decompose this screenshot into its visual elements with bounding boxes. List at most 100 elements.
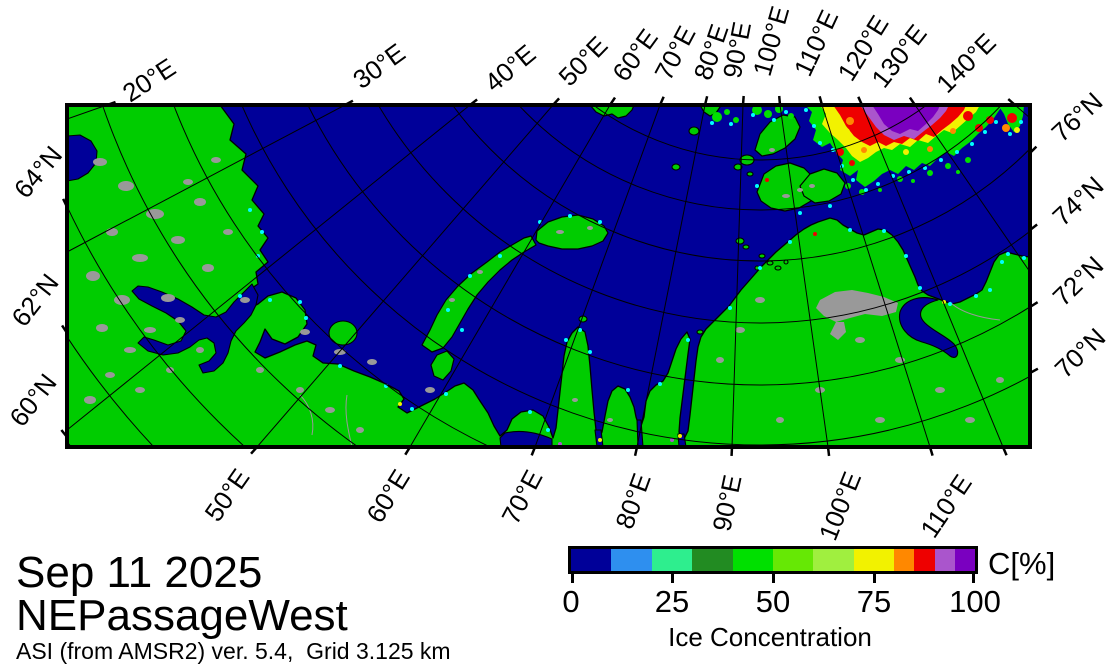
lake-nodata <box>240 297 250 303</box>
lake-nodata <box>965 417 975 423</box>
coast-fringe-dot <box>446 308 450 312</box>
graticule-parallel <box>518 105 1002 211</box>
lon-label-bottom: 80°E <box>609 469 657 533</box>
lon-tick-top <box>344 99 354 107</box>
ice-fringe-dot <box>955 150 959 154</box>
colorbar-tick <box>571 574 574 583</box>
lake-nodata <box>105 372 115 378</box>
ice-fringe-dot <box>907 170 911 174</box>
river-line <box>299 394 314 436</box>
coast-fringe-dot <box>588 350 592 354</box>
graticule-meridian <box>67 105 346 253</box>
ice-speck <box>975 124 983 132</box>
lon-label-bottom: 60°E <box>360 464 415 528</box>
island <box>774 265 782 271</box>
river-line <box>949 301 1001 321</box>
lake-nodata <box>755 297 765 303</box>
ice-speck <box>846 117 854 125</box>
ice-fringe-dot <box>864 188 868 192</box>
ice-speck <box>764 110 772 118</box>
coast-fringe-dot <box>1000 260 1004 264</box>
island <box>535 214 609 250</box>
lake-nodata <box>356 427 364 433</box>
lon-label-bottom: 90°E <box>706 472 747 534</box>
island <box>421 235 537 353</box>
ice-fringe-dot <box>876 182 880 186</box>
lake-nodata <box>96 324 108 332</box>
lake-nodata <box>769 148 775 152</box>
island <box>430 350 455 381</box>
ice-fringe-dot <box>751 113 755 117</box>
lat-label-right: 74°N <box>1047 170 1110 232</box>
lake-nodata <box>367 359 377 365</box>
ice-fringe-dot <box>923 166 927 170</box>
lon-label-bottom: 70°E <box>495 465 548 529</box>
colorbar-segment <box>571 549 612 571</box>
lake-nodata <box>132 254 148 262</box>
island <box>688 126 700 136</box>
graticule-meridian <box>861 105 1004 447</box>
coast-fringe-dot <box>338 364 342 368</box>
colorbar-tick <box>972 574 975 583</box>
island <box>766 260 774 266</box>
colorbar-tick-label: 75 <box>856 584 892 619</box>
lake-nodata <box>607 418 613 422</box>
coast-fringe-dot <box>410 407 414 411</box>
lake-nodata <box>325 407 335 413</box>
lat-label-left: 64°N <box>8 140 68 204</box>
lake-nodata <box>161 294 175 302</box>
lake-nodata <box>830 322 846 340</box>
colorbar-segment <box>853 549 895 571</box>
ice-speck <box>911 179 915 183</box>
lat-label-left: 62°N <box>5 268 64 332</box>
ice-speck <box>956 170 960 174</box>
river-line <box>345 394 353 447</box>
lon-tick-top <box>741 95 745 106</box>
coast-fringe-dot <box>918 286 922 290</box>
lake-nodata <box>716 357 724 363</box>
lake-nodata <box>587 226 593 230</box>
lake-nodata <box>935 387 945 393</box>
lake-nodata <box>183 179 193 185</box>
island <box>746 171 754 177</box>
lon-tick-top <box>469 98 478 106</box>
ice-speck <box>849 160 855 166</box>
lat-label-left: 60°N <box>3 368 62 432</box>
ice-speck <box>878 188 882 192</box>
ice-speck <box>950 128 956 134</box>
island <box>799 168 846 204</box>
ice-fringe-dot <box>798 211 802 215</box>
colorbar-segment <box>934 549 955 571</box>
lake-nodata <box>175 317 185 323</box>
ice-speck <box>963 111 973 121</box>
lon-label-top: 20°E <box>117 52 181 108</box>
coast-fringe-dot <box>248 208 252 212</box>
lon-tick-top <box>857 96 864 106</box>
ice-fringe-dot <box>729 122 733 126</box>
coast-fringe-dot <box>568 214 572 218</box>
lake-nodata <box>135 387 145 393</box>
ice-speck <box>1002 124 1010 132</box>
coast-fringe-dot <box>498 254 502 258</box>
graticule-meridian <box>914 105 1030 273</box>
island <box>742 244 750 250</box>
lake-nodata <box>144 327 156 333</box>
ice-speck <box>1014 127 1020 133</box>
lake-nodata <box>809 184 815 188</box>
coast-fringe-dot <box>298 300 302 304</box>
ice-speck <box>813 232 817 236</box>
coast-fringe-dot <box>578 328 582 332</box>
source-label: ASI (from AMSR2) ver. 5.4, Grid 3.125 km <box>16 638 451 664</box>
ice-fringe-dot <box>983 130 987 134</box>
ice-speck <box>1007 113 1017 123</box>
lat-tick-right <box>1029 367 1039 375</box>
coast-fringe-dot <box>260 230 264 234</box>
ice-speck <box>752 105 762 115</box>
island <box>328 320 358 346</box>
lon-tick-bottom <box>530 446 537 456</box>
lon-tick-bottom <box>250 446 258 455</box>
region-label: NEPassageWest <box>16 591 348 640</box>
ice-speck <box>965 157 971 163</box>
lon-tick-top <box>1007 98 1016 106</box>
